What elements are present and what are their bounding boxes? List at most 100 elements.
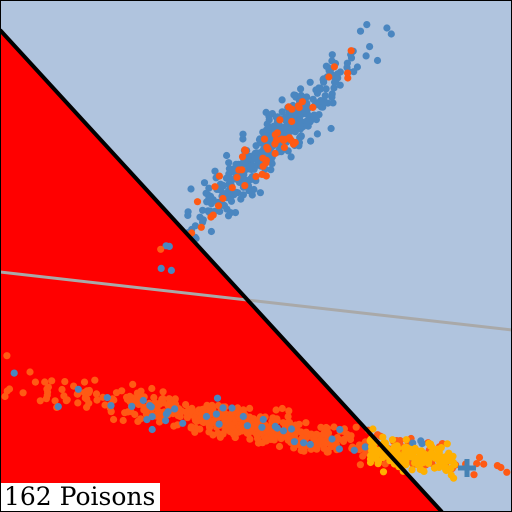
point-lower-blue [143,416,151,424]
point-upper-orange [215,172,223,180]
point-upper-blue [363,21,371,29]
point-upper-orange [264,145,272,153]
point-lower-orange [320,430,328,438]
point-lower-orange [80,378,89,386]
point-lower-orange [91,376,99,384]
poison-point [367,437,375,445]
point-lower-orange [36,397,44,405]
point-lower-blue [54,403,62,411]
point-lower-orange [205,420,213,428]
point-upper-orange [273,129,281,137]
poison-point [435,450,443,458]
poison-point [388,436,397,444]
point-upper-blue [184,211,192,219]
point-lower-orange [134,392,142,400]
point-lower-orange [493,462,501,470]
point-lower-orange [107,408,115,416]
point-upper-blue [353,63,361,71]
poison-point [369,425,377,433]
point-lower-orange [311,431,319,439]
point-upper-blue [287,153,295,161]
point-lower-orange [232,429,240,437]
point-upper-blue [227,177,235,185]
point-lower-orange [272,406,280,414]
point-lower-blue [361,443,369,451]
point-lower-orange [191,416,200,425]
point-lower-blue [171,405,179,413]
point-upper-blue [224,212,233,220]
point-lower-blue [290,438,298,446]
point-lower-orange [110,415,118,424]
point-upper-orange [288,117,296,126]
point-lower-orange [323,424,331,432]
point-lower-orange [330,423,338,431]
poison-point [379,468,388,476]
point-upper-blue [329,99,337,107]
poison-point [408,466,416,474]
point-lower-orange [19,389,27,397]
point-lower-orange [284,413,292,421]
point-upper-blue [239,191,247,199]
point-lower-orange [3,352,11,360]
point-lower-blue [10,369,18,377]
point-lower-orange [267,435,275,443]
point-lower-blue [336,425,344,434]
point-lower-blue [243,422,251,430]
point-lower-blue [74,385,82,393]
point-lower-blue [147,403,155,411]
point-upper-blue [387,30,395,38]
point-lower-orange [155,418,164,426]
point-lower-orange [164,401,172,410]
point-upper-orange [235,166,243,174]
point-lower-orange [246,435,254,443]
point-upper-blue [332,75,340,83]
point-upper-blue [252,142,260,150]
point-lower-blue [239,412,247,421]
point-upper-blue [252,155,260,163]
poison-point [402,461,410,469]
point-lower-blue [300,439,308,447]
point-lower-orange [273,417,281,425]
point-upper-blue [327,124,335,133]
point-lower-orange [302,428,310,436]
point-upper-blue [281,123,289,131]
point-lower-blue [164,408,172,416]
poison-point [416,465,424,474]
point-upper-blue [312,86,320,94]
poison-point [427,449,436,457]
point-lower-blue [128,402,136,410]
point-upper-orange [228,184,236,192]
point-lower-orange [48,377,56,385]
poison-point [375,457,383,465]
point-upper-blue [336,68,344,76]
point-upper-blue [239,135,247,143]
point-upper-blue [310,113,318,121]
point-lower-orange [503,468,511,476]
point-lower-blue [417,437,425,445]
point-upper-orange [241,182,249,190]
point-upper-orange [262,159,270,167]
decision-boundary [0,28,444,512]
point-lower-orange [356,461,364,469]
point-upper-blue [246,176,255,184]
point-upper-orange [325,73,333,81]
point-upper-orange [211,183,219,191]
point-upper-blue [383,24,391,32]
point-lower-blue [328,435,336,443]
point-upper-blue [330,84,338,92]
poison-point [368,450,376,458]
point-lower-blue [335,445,343,453]
point-lower-orange [290,444,298,452]
point-upper-orange [252,172,260,181]
point-lower-orange [313,445,321,453]
point-upper-blue [278,96,286,104]
point-lower-orange [470,471,478,479]
point-lower-orange [74,399,82,407]
point-lower-blue [212,410,220,418]
point-upper-blue [313,130,321,138]
point-upper-orange [197,223,205,231]
point-upper-orange [271,149,279,158]
point-lower-orange [62,397,70,405]
point-upper-blue [227,165,236,173]
point-lower-orange [302,419,310,427]
